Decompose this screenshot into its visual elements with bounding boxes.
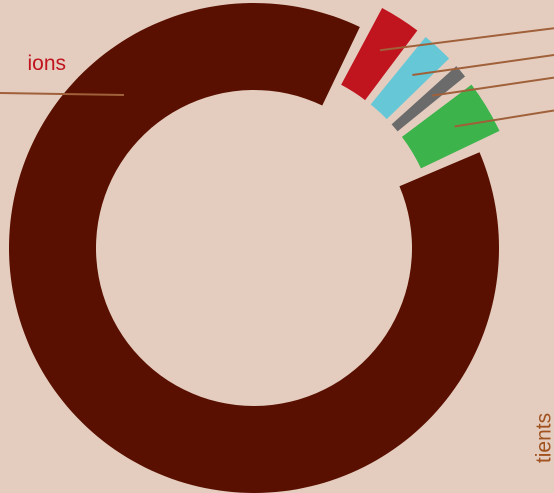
side-label: tients <box>533 413 554 463</box>
leader-line-2 <box>412 54 554 77</box>
leader-line-1 <box>379 27 554 52</box>
slice-4 <box>401 84 500 169</box>
slice-3 <box>391 66 466 132</box>
leader-line-3 <box>432 76 554 97</box>
slice-main <box>9 3 499 493</box>
slice-2 <box>370 36 450 120</box>
leader-lines-layer <box>0 27 554 128</box>
slice-label-main: ions <box>27 52 66 75</box>
slices-layer <box>9 3 500 493</box>
leader-line-4 <box>454 109 554 128</box>
slice-1 <box>341 8 418 101</box>
leader-line-0 <box>0 92 125 96</box>
